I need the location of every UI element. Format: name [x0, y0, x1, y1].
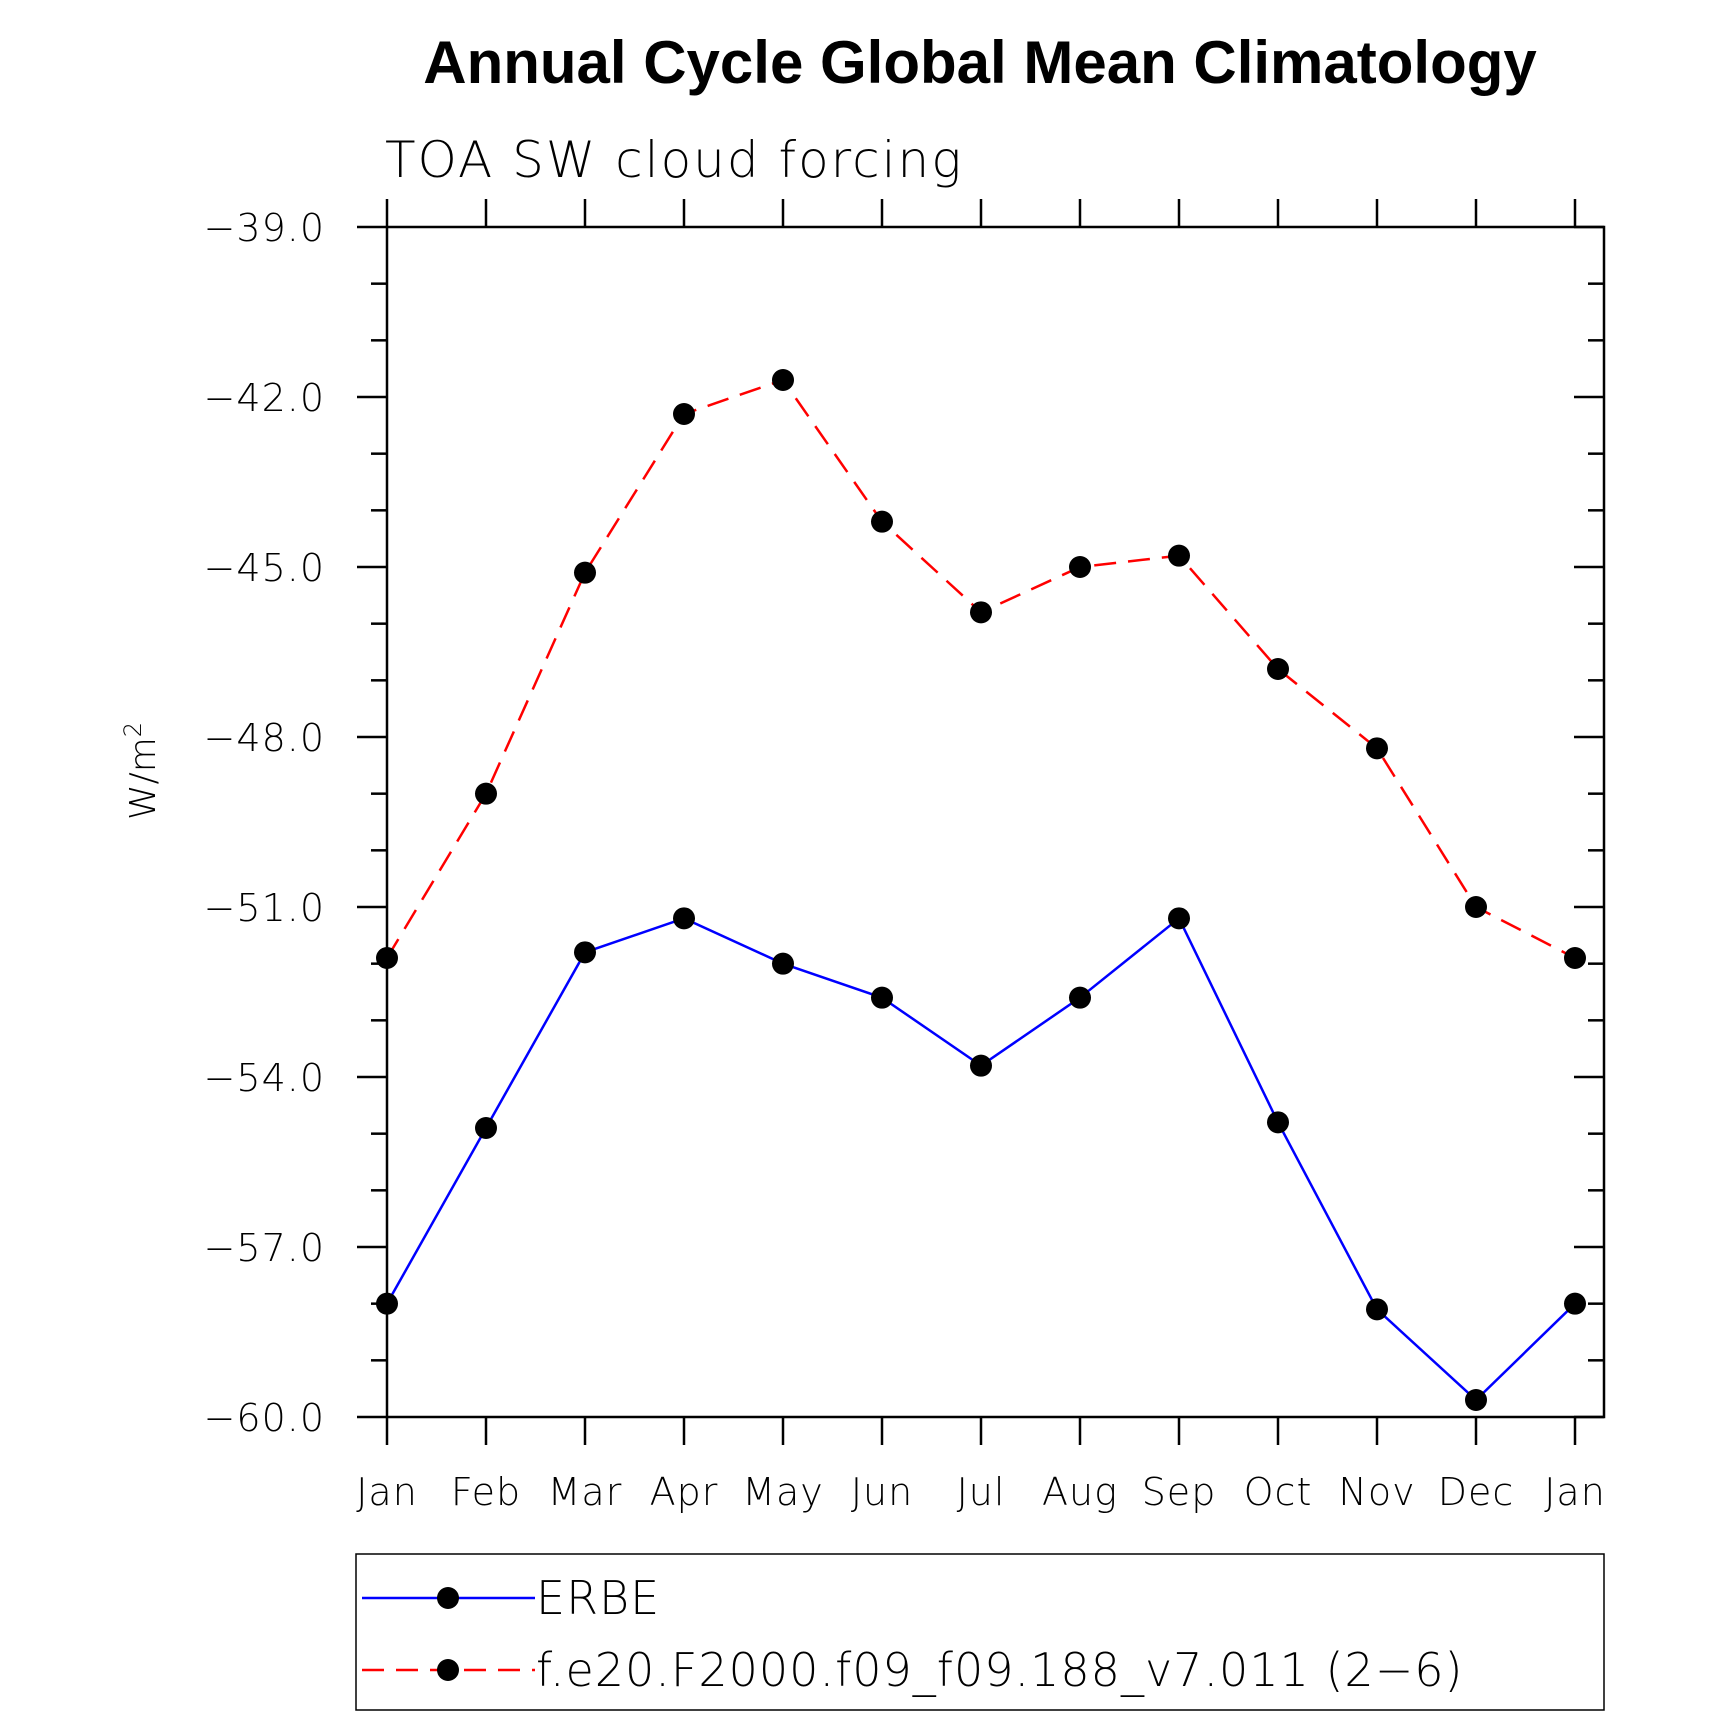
x-tick-label: Dec	[1438, 1470, 1515, 1514]
chart-subtitle: TOA SW cloud forcing	[385, 131, 963, 189]
legend: ERBE f.e20.F2000.f09_f09.188_v7.011 (2−6)	[362, 1571, 1463, 1697]
y-tick-label: −45.0	[204, 546, 325, 590]
legend-entry-1: f.e20.F2000.f09_f09.188_v7.011 (2−6)	[362, 1643, 1463, 1697]
x-axis-tick-labels: Jan Feb Mar Apr May Jun Jul Aug Sep Oct Nov Dec Jan	[356, 1470, 1606, 1514]
data-point	[970, 1054, 992, 1077]
data-point	[1465, 896, 1487, 918]
data-point	[1564, 1292, 1586, 1315]
data-point	[574, 941, 596, 964]
data-point	[376, 1292, 398, 1315]
data-point	[574, 561, 596, 584]
series-layer	[376, 369, 1586, 1411]
y-tick-label: −57.0	[204, 1226, 325, 1270]
data-point	[1267, 1111, 1289, 1134]
x-tick-label: Nov	[1338, 1470, 1415, 1514]
y-axis-tick-labels: −60.0 −57.0 −54.0 −51.0 −48.0 −45.0 −42.0 −39.0	[204, 206, 325, 1440]
data-point	[1366, 737, 1388, 760]
data-point	[1069, 986, 1091, 1009]
series-line	[385, 916, 1576, 1402]
plot-frame	[385, 225, 1606, 1419]
data-point	[772, 952, 794, 975]
legend-entry-0: ERBE	[362, 1571, 660, 1625]
y-tick-label: −54.0	[204, 1056, 325, 1100]
y-tick-label: −60.0	[204, 1396, 325, 1440]
legend-label: ERBE	[536, 1571, 660, 1625]
data-point	[1168, 544, 1190, 567]
y-tick-label: −42.0	[204, 376, 325, 420]
data-point	[475, 1117, 497, 1139]
axis-ticks	[357, 199, 1604, 1445]
data-point	[772, 369, 794, 391]
data-point	[673, 907, 695, 930]
series-line	[385, 378, 1576, 960]
series-0	[376, 907, 1586, 1411]
legend-box	[355, 1553, 1605, 1711]
data-point	[970, 601, 992, 624]
data-point	[871, 986, 893, 1009]
x-tick-label: Jan	[1544, 1470, 1606, 1514]
data-point	[673, 403, 695, 425]
data-point	[1069, 556, 1091, 578]
data-point	[475, 782, 497, 805]
series-1	[376, 369, 1586, 969]
legend-marker	[437, 1587, 459, 1609]
legend-marker	[437, 1659, 459, 1681]
y-axis-label-superscript: 2	[119, 722, 147, 737]
data-point	[1465, 1389, 1487, 1411]
x-tick-label: Sep	[1142, 1470, 1217, 1514]
data-point	[1267, 658, 1289, 680]
data-point	[376, 947, 398, 969]
x-tick-label: Oct	[1244, 1470, 1313, 1514]
data-point	[1168, 907, 1190, 930]
x-tick-label: May	[742, 1470, 824, 1514]
y-tick-label: −48.0	[204, 716, 325, 760]
chart-title: Annual Cycle Global Mean Climatology	[423, 29, 1537, 96]
x-tick-label: Aug	[1042, 1470, 1118, 1514]
y-axis-label-text: W/m	[123, 737, 164, 820]
legend-label: f.e20.F2000.f09_f09.188_v7.011 (2−6)	[536, 1643, 1463, 1697]
x-tick-label: Jan	[356, 1470, 418, 1514]
data-point	[871, 510, 893, 533]
y-tick-label: −51.0	[204, 886, 325, 930]
data-point	[1366, 1298, 1388, 1321]
x-tick-label: Jul	[957, 1470, 1006, 1514]
x-tick-label: Mar	[548, 1470, 623, 1514]
x-tick-label: Jun	[851, 1470, 913, 1514]
x-tick-label: Feb	[451, 1470, 521, 1514]
y-tick-label: −39.0	[204, 206, 325, 250]
data-point	[1564, 947, 1586, 969]
x-tick-label: Apr	[650, 1470, 719, 1514]
y-axis-label: W/m2	[119, 722, 164, 820]
